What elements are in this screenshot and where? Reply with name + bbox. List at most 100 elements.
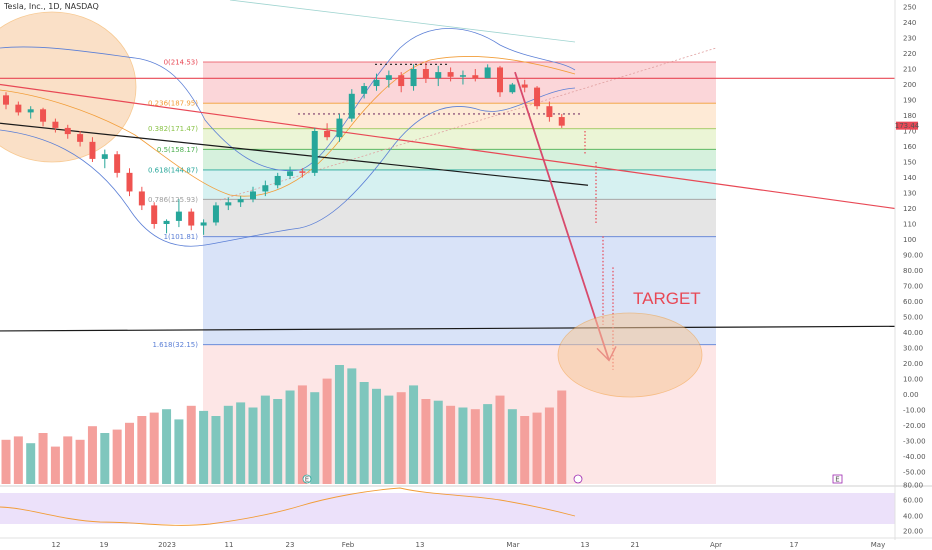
volume-bar <box>273 399 283 484</box>
candle-body <box>385 75 392 80</box>
volume-bar <box>322 378 332 484</box>
event-marker-label: E <box>305 476 309 484</box>
candle-body <box>558 117 565 126</box>
candle-body <box>336 118 343 138</box>
price-axis-tick: 100 <box>903 236 916 244</box>
volume-bar <box>446 405 456 484</box>
price-axis-tick: 190 <box>903 97 916 105</box>
candle-body <box>311 131 318 173</box>
candle-body <box>287 171 294 176</box>
candle-body <box>373 79 380 87</box>
candle-body <box>410 69 417 87</box>
price-axis-tick: -40.00 <box>903 453 926 461</box>
candle-body <box>101 154 108 159</box>
candle-body <box>138 191 145 206</box>
price-tag-label: 173.44 <box>895 122 920 130</box>
candle-body <box>212 205 219 223</box>
price-axis-tick: 50.00 <box>903 314 923 322</box>
volume-bar <box>334 365 344 484</box>
fib-level-label: 0(214.53) <box>164 58 199 66</box>
candle-body <box>188 211 195 226</box>
descending-trend-line <box>0 83 896 210</box>
volume-bar <box>125 422 134 484</box>
price-axis-tick: 40.00 <box>903 329 923 337</box>
volume-bar <box>409 385 419 484</box>
volume-bar <box>359 382 369 484</box>
volume-bar <box>149 412 159 484</box>
candle-body <box>89 141 96 159</box>
price-axis-tick: 170 <box>903 128 916 136</box>
fib-band <box>203 103 716 129</box>
bollinger-upper <box>0 28 576 172</box>
price-axis-tick: 250 <box>903 4 916 12</box>
price-axis-tick: 210 <box>903 66 916 74</box>
candle-body <box>3 95 9 105</box>
volume-bar <box>174 419 184 484</box>
volume-bar <box>112 429 122 484</box>
volume-bar <box>520 416 530 484</box>
rsi-axis-tick: 80.00 <box>903 482 923 490</box>
price-axis-tick: 120 <box>903 205 916 213</box>
fib-level-label: 0.382(171.47) <box>148 125 198 133</box>
volume-bar <box>186 405 196 484</box>
bollinger-basis <box>0 56 576 197</box>
volume-bar <box>199 410 209 484</box>
price-axis-tick: 70.00 <box>903 283 923 291</box>
volume-bar <box>532 412 542 484</box>
fib-band <box>203 61 716 104</box>
candle-body <box>262 185 269 192</box>
price-axis-tick: 150 <box>903 159 916 167</box>
fib-level-label: 1(101.81) <box>164 233 199 241</box>
candle-body <box>398 75 405 87</box>
volume-bar <box>297 385 307 484</box>
volume-bar <box>26 443 36 484</box>
candle-body <box>15 104 22 113</box>
time-axis-tick: 13 <box>416 541 425 549</box>
candle-body <box>77 134 84 142</box>
price-axis-tick: -20.00 <box>903 422 926 430</box>
volume-bar <box>236 402 246 484</box>
volume-bar <box>162 409 172 484</box>
candle-body <box>521 84 528 88</box>
price-axis-tick: 10.00 <box>903 376 923 384</box>
candle-body <box>447 72 454 77</box>
target-label: TARGET <box>633 289 701 308</box>
candle-body <box>225 202 232 206</box>
volume-bar <box>248 407 258 484</box>
price-axis-tick: 90.00 <box>903 252 923 260</box>
candle-body <box>534 87 541 107</box>
candle-body <box>422 69 429 79</box>
volume-bar <box>433 400 443 484</box>
time-axis-tick: 11 <box>225 541 234 549</box>
price-axis-tick: -10.00 <box>903 407 926 415</box>
rsi-axis-tick: 20.00 <box>903 528 923 536</box>
volume-bar <box>544 407 554 484</box>
volume-bar <box>211 416 221 484</box>
time-axis-tick: 17 <box>790 541 799 549</box>
volume-bar <box>100 433 110 484</box>
time-axis-tick: 21 <box>631 541 640 549</box>
target-ellipse <box>557 312 703 398</box>
fib-level-label: 0.618(144.87) <box>148 166 198 174</box>
candle-body <box>114 154 121 173</box>
volume-bar <box>38 433 48 484</box>
projection-arrow <box>514 71 610 361</box>
candle-body <box>497 67 503 93</box>
time-axis-tick: May <box>871 541 885 549</box>
rsi-axis-tick: 60.00 <box>903 497 923 505</box>
candle-body <box>299 171 306 173</box>
chart-title: Tesla, Inc., 1D, NASDAQ <box>3 2 99 11</box>
price-axis-tick: 130 <box>903 190 916 198</box>
event-marker <box>573 474 583 484</box>
volume-bar <box>421 399 431 484</box>
price-axis-tick: 200 <box>903 81 916 89</box>
rsi-band <box>0 493 895 524</box>
volume-bar <box>396 392 406 484</box>
time-axis-tick: 13 <box>581 541 590 549</box>
candle-body <box>27 109 34 113</box>
volume-bar <box>384 395 394 484</box>
rsi-line <box>0 487 576 526</box>
price-axis-tick: 60.00 <box>903 298 923 306</box>
